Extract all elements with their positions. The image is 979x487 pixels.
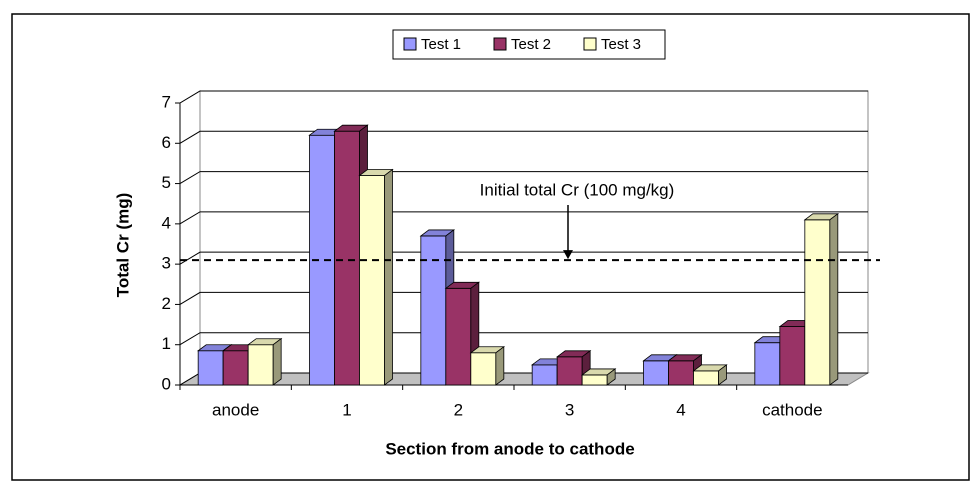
legend-box (392, 29, 666, 60)
y-tick-label: 5 (162, 173, 171, 192)
y-tick-label: 1 (162, 334, 171, 353)
bar-side (606, 368, 616, 386)
bar-side (272, 337, 282, 386)
legend-swatch (403, 37, 417, 51)
x-axis-label: Section from anode to cathode (385, 439, 634, 458)
grid-line (179, 332, 868, 346)
y-tick-label: 7 (162, 92, 171, 111)
x-tick-label: 4 (676, 400, 685, 419)
bar (420, 235, 447, 386)
bar-side (718, 364, 727, 386)
y-tick-label: 0 (162, 374, 171, 393)
bar (334, 130, 360, 386)
bar (779, 326, 806, 386)
back-wall (199, 90, 869, 374)
y-tick-label: 3 (162, 254, 171, 273)
x-tick-label: cathode (762, 400, 823, 419)
bar (359, 175, 385, 386)
legend-swatch (583, 37, 597, 51)
bar (556, 356, 583, 386)
y-axis-label: Total Cr (mg) (113, 193, 132, 298)
x-tick-label: 3 (565, 400, 574, 419)
grid-line (179, 211, 868, 225)
bar-side (384, 168, 393, 386)
grid-line (179, 291, 868, 305)
bar (247, 344, 274, 386)
bar-side (829, 213, 839, 386)
x-tick-label: 1 (342, 400, 351, 419)
x-tick-label: 2 (454, 400, 463, 419)
legend-label: Test 2 (511, 36, 551, 53)
legend-swatch (493, 37, 507, 51)
bar (693, 370, 719, 386)
bar (804, 219, 831, 386)
legend-label: Test 3 (601, 36, 641, 53)
bar (581, 374, 608, 386)
annotation: Initial total Cr (100 mg/kg) (480, 180, 675, 199)
bar (470, 352, 497, 386)
side-wall (179, 90, 201, 386)
bar (445, 287, 472, 386)
y-tick-label: 2 (162, 294, 171, 313)
bar (531, 364, 558, 386)
y-tick-label: 6 (162, 133, 171, 152)
grid-line (179, 90, 868, 104)
bar (643, 360, 669, 386)
bar (754, 342, 781, 386)
x-tick-label: anode (212, 400, 259, 419)
grid-line (179, 130, 868, 144)
bar (222, 350, 249, 386)
bar (668, 360, 694, 386)
bar-side (495, 345, 505, 386)
grid-line (179, 171, 868, 185)
arrow-head (563, 250, 573, 260)
y-tick-label: 4 (162, 213, 171, 232)
legend-label: Test 1 (421, 36, 461, 53)
bar (197, 350, 224, 386)
